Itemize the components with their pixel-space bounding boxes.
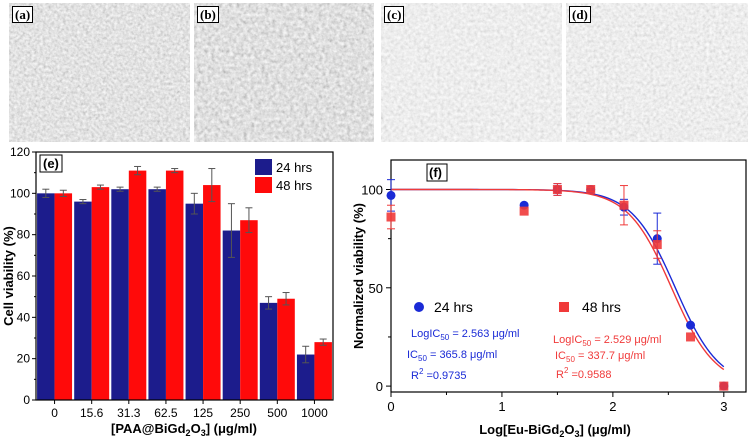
bar <box>185 203 204 400</box>
data-point-48 <box>619 200 629 210</box>
data-point-48 <box>386 212 396 222</box>
micrograph-b-image <box>194 3 374 142</box>
panel-label-d: (d) <box>569 6 591 23</box>
bar <box>111 189 129 400</box>
micrograph-d: (d) <box>566 3 748 142</box>
x-tick-label: 62.5 <box>154 406 178 420</box>
data-point-24 <box>719 381 729 391</box>
legend-label-f-48: 48 hrs <box>582 299 621 315</box>
annotation-48: LogIC50 = 2.529 μg/ml IC50 = 337.7 μg/ml… <box>553 334 662 381</box>
plot-frame-f <box>390 159 747 393</box>
bar <box>259 302 278 400</box>
bar <box>148 189 166 400</box>
legend-label-24: 24 hrs <box>276 160 313 175</box>
bar <box>74 201 92 400</box>
micrograph-b: (b) <box>194 3 374 142</box>
data-point-48 <box>519 206 529 216</box>
panel-label-a: (a) <box>12 6 34 23</box>
data-point-48 <box>552 184 562 194</box>
y-tick-label: 120 <box>10 145 30 159</box>
x-axis-label-f: Log[Eu-BiGd2O3] (μg/ml) <box>479 422 631 439</box>
x-tick-label: 31.3 <box>117 406 141 420</box>
x-tick-label: 1000 <box>301 406 328 420</box>
panel-label-c: (c) <box>384 6 405 23</box>
data-point-48 <box>652 240 662 250</box>
fit-curve <box>391 188 725 368</box>
x-tick-label: 3 <box>720 399 727 414</box>
y-tick-label: 60 <box>17 269 31 283</box>
fit-curve <box>391 188 725 371</box>
data-point-48 <box>586 184 596 194</box>
x-tick-label: 0 <box>387 399 394 414</box>
bar <box>314 342 332 400</box>
x-axis-label: [PAA@BiGd2O3] (μg/ml) <box>111 421 257 438</box>
bar <box>165 170 184 400</box>
bar <box>240 220 258 400</box>
data-point-24 <box>619 202 629 212</box>
svg-text:LogIC50 = 2.563 μg/ml: LogIC50 = 2.563 μg/ml <box>411 328 520 342</box>
micrograph-c-image <box>381 3 562 142</box>
micrograph-c: (c) <box>381 3 562 142</box>
svg-text:IC50 = 365.8 μg/ml: IC50 = 365.8 μg/ml <box>407 349 497 363</box>
data-point-24 <box>586 184 596 194</box>
legend-swatch-24 <box>255 159 272 175</box>
x-tick-label: 250 <box>230 406 250 420</box>
data-point-24 <box>652 234 662 244</box>
data-point-48 <box>719 381 729 391</box>
svg-text:LogIC50 = 2.529 μg/ml: LogIC50 = 2.529 μg/ml <box>553 334 662 348</box>
x-tick-label: 500 <box>267 406 287 420</box>
panel-label-f: (f) <box>426 163 448 182</box>
y-tick-label: 40 <box>17 310 31 324</box>
micrograph-a-image <box>9 3 190 142</box>
panel-label-b: (b) <box>197 6 219 23</box>
panel-label-e: (e) <box>39 154 63 173</box>
y-axis-label: Cell viability (%) <box>1 226 16 326</box>
y-tick-label: 20 <box>17 352 31 366</box>
legend-marker-48 <box>559 302 569 312</box>
bar <box>54 193 73 400</box>
y-tick-label: 80 <box>17 228 31 242</box>
legend-label-f-24: 24 hrs <box>434 299 473 315</box>
bar <box>128 170 147 400</box>
micrograph-d-image <box>566 3 748 142</box>
data-point-24 <box>552 184 562 194</box>
legend-label-48: 48 hrs <box>276 178 313 193</box>
x-tick-label: 2 <box>609 399 616 414</box>
y-tick-label: 0 <box>23 393 30 407</box>
svg-text:R2 =0.9735: R2 =0.9735 <box>411 367 467 382</box>
data-point-24 <box>519 200 529 210</box>
annotation-24: LogIC50 = 2.563 μg/ml IC50 = 365.8 μg/ml… <box>407 328 520 382</box>
x-tick-label: 1 <box>498 399 505 414</box>
bar <box>91 187 110 400</box>
y-tick-label: 100 <box>10 186 30 200</box>
bar <box>296 354 315 400</box>
data-point-24 <box>386 190 396 200</box>
legend: 24 hrs 48 hrs <box>255 159 313 193</box>
y-tick-label: 0 <box>376 379 383 394</box>
legend-swatch-48 <box>255 177 272 193</box>
data-point-48 <box>686 332 696 342</box>
x-tick-label: 15.6 <box>80 406 104 420</box>
svg-text:IC50 = 337.7 μg/ml: IC50 = 337.7 μg/ml <box>555 350 645 364</box>
micrograph-a: (a) <box>9 3 190 142</box>
bar <box>222 230 241 400</box>
data-point-24 <box>686 320 696 330</box>
x-tick-label: 0 <box>51 406 58 420</box>
y-tick-label: 50 <box>369 281 383 296</box>
x-tick-label: 125 <box>193 406 213 420</box>
bar <box>277 298 295 400</box>
svg-text:(e): (e) <box>43 156 59 171</box>
bar <box>37 193 55 400</box>
bar <box>203 185 221 400</box>
legend-marker-24 <box>414 302 424 312</box>
svg-text:R2 =0.9588: R2 =0.9588 <box>556 366 612 381</box>
svg-text:(f): (f) <box>429 165 442 180</box>
bar-chart-e: 0 15.6 31.3 62.5 125 250 500 1000 0 20 40 60 80 100 12… <box>1 145 334 438</box>
